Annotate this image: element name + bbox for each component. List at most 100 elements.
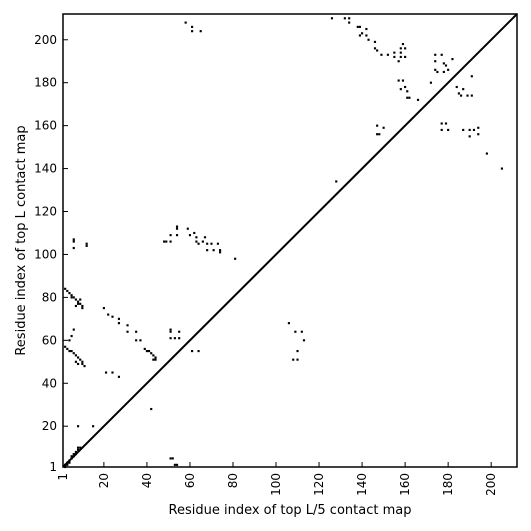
y-tick-label: 80: [42, 290, 57, 304]
x-tick-label: 200: [484, 473, 498, 496]
contact-point: [79, 298, 82, 301]
contact-point: [186, 227, 189, 230]
contact-point: [74, 360, 77, 363]
contact-point: [442, 62, 445, 65]
contact-point: [173, 463, 176, 466]
contact-point: [70, 334, 73, 338]
y-tick-label: 160: [34, 119, 57, 133]
contact-point: [169, 234, 172, 237]
contact-point: [169, 240, 172, 243]
y-tick-label: 40: [42, 376, 57, 390]
contact-point: [416, 98, 420, 101]
contact-point: [397, 60, 400, 63]
contact-point: [462, 88, 465, 91]
contact-point: [76, 446, 80, 449]
contact-point: [470, 75, 473, 78]
contact-point: [343, 17, 346, 20]
x-tick-label: 80: [226, 473, 240, 488]
y-tick-label: 60: [42, 333, 57, 347]
x-tick-label: 160: [398, 473, 412, 496]
contact-point: [302, 339, 306, 342]
contact-point: [193, 231, 196, 235]
contact-point: [376, 124, 379, 127]
contact-point: [126, 324, 129, 327]
contact-point: [292, 358, 295, 361]
contact-point: [195, 236, 198, 239]
contact-point: [376, 49, 379, 52]
contact-point: [175, 225, 179, 228]
y-tick-label: 180: [34, 76, 57, 90]
contact-point: [380, 53, 383, 56]
contact-point: [376, 133, 379, 136]
contact-point: [169, 330, 172, 333]
contact-point: [72, 238, 75, 241]
contact-point: [117, 317, 121, 320]
contact-point: [408, 96, 411, 99]
contact-point: [203, 236, 207, 239]
contact-point: [406, 96, 409, 99]
contact-point: [206, 249, 209, 252]
contact-point: [210, 242, 213, 245]
contact-point: [111, 315, 114, 318]
contact-point: [81, 307, 84, 310]
contact-point: [397, 79, 400, 82]
contact-point: [434, 68, 437, 71]
contact-point: [64, 287, 67, 290]
contact-point: [367, 38, 370, 41]
contact-point: [399, 47, 402, 50]
contact-point: [401, 79, 405, 82]
contact-point: [477, 126, 480, 129]
contact-point: [74, 304, 77, 308]
contact-point: [358, 34, 361, 37]
contact-point: [459, 94, 463, 97]
contact-point: [68, 292, 71, 295]
contact-point: [147, 349, 151, 353]
contact-point: [126, 330, 129, 333]
contact-point: [74, 354, 77, 357]
contact-point: [462, 128, 465, 132]
contact-point: [300, 330, 303, 333]
contact-point: [191, 25, 194, 28]
contact-point: [191, 30, 194, 33]
contact-point: [154, 358, 157, 361]
contact-point: [76, 448, 80, 451]
contact-point: [212, 249, 215, 252]
contact-point: [74, 450, 77, 454]
contact-point: [206, 242, 209, 245]
contact-point: [72, 352, 75, 355]
contact-point: [72, 246, 75, 250]
contact-point: [348, 17, 351, 20]
contact-point: [70, 455, 73, 458]
contact-point: [102, 307, 105, 310]
contact-point: [216, 242, 219, 245]
contact-point: [152, 358, 155, 361]
contact-point: [175, 227, 179, 230]
contact-point: [191, 349, 194, 353]
contact-point: [72, 296, 75, 299]
contact-point: [104, 371, 108, 374]
contact-point: [83, 365, 86, 368]
contact-point: [135, 330, 138, 333]
contact-point: [234, 257, 237, 260]
contact-point: [393, 51, 396, 54]
contact-point: [66, 347, 69, 350]
contact-point: [442, 70, 445, 74]
contact-point: [477, 133, 480, 136]
contact-point: [451, 58, 454, 61]
x-axis-ticks: 1 20 40 60 80 100 120 140 160 180 200: [56, 462, 498, 496]
contact-point: [150, 352, 153, 355]
contact-point: [485, 152, 488, 155]
contact-point: [81, 360, 84, 363]
contact-point: [64, 345, 67, 348]
contact-point: [455, 85, 458, 89]
contact-point: [178, 337, 181, 340]
contact-point: [70, 294, 73, 297]
contact-point: [219, 249, 222, 252]
contact-point: [175, 234, 179, 237]
contact-points: [64, 17, 504, 469]
contact-point: [401, 42, 405, 46]
contact-point: [440, 53, 443, 56]
contact-point: [457, 92, 460, 95]
